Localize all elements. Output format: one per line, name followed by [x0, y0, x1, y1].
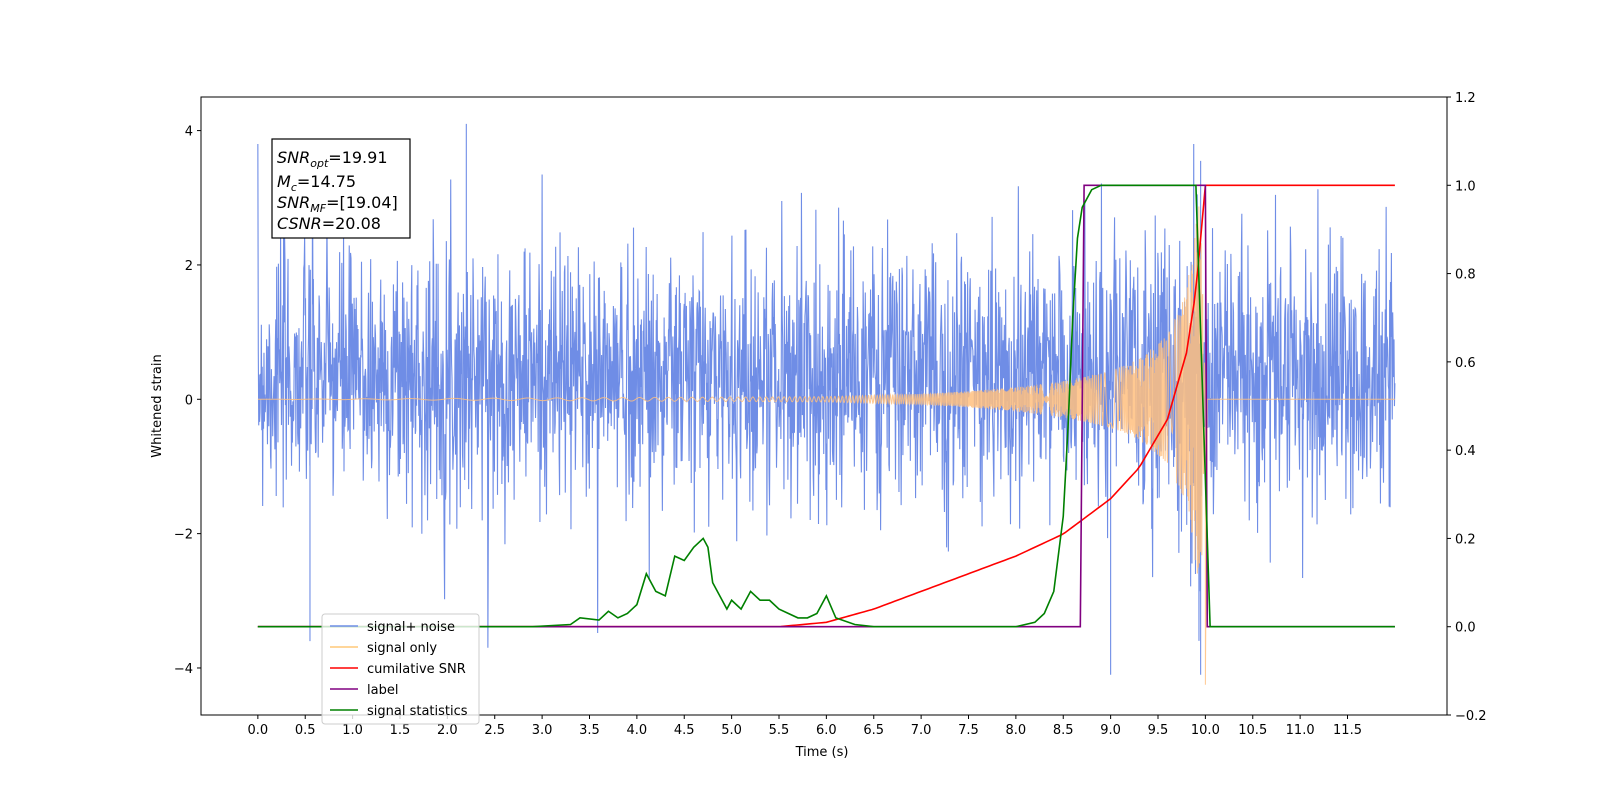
x-axis-label: Time (s) [795, 745, 849, 760]
x-tick-label: 5.0 [721, 723, 742, 738]
x-tick-label: 7.0 [911, 723, 932, 738]
y-axis-left: −4 −2 0 2 4 [174, 125, 201, 677]
annotation-csnr: CSNR=20.08 [277, 214, 381, 233]
x-tick-label: 4.0 [627, 723, 648, 738]
legend-label: signal only [367, 641, 437, 656]
y2-tick-label: 0.4 [1455, 444, 1476, 459]
axes-frame [200, 96, 1448, 716]
y2-tick-label: 0.0 [1455, 621, 1476, 636]
y2-tick-label: 0.2 [1455, 532, 1476, 547]
y-tick-label: 4 [185, 125, 193, 140]
y2-tick-label: 0.6 [1455, 356, 1476, 371]
y-axis-right: −0.2 0.0 0.2 0.4 0.6 0.8 1.0 1.2 [1447, 91, 1487, 724]
series-signal-only-line [257, 206, 1395, 685]
legend-label: signal statistics [367, 704, 468, 719]
x-tick-label: 9.0 [1100, 723, 1121, 738]
legend-label: label [367, 683, 398, 698]
y-tick-label: 2 [185, 259, 193, 274]
x-tick-label: 10.5 [1238, 723, 1267, 738]
x-tick-label: 1.5 [390, 723, 411, 738]
legend: signal+ noise signal only cumilative SNR la… [321, 613, 480, 725]
x-tick-label: 8.0 [1006, 723, 1027, 738]
x-tick-label: 4.5 [674, 723, 695, 738]
x-tick-label: 6.0 [816, 723, 837, 738]
annotation-box: SNRopt=19.91 Mc=14.75 SNRMF=[19.04] CSNR… [271, 138, 411, 239]
series-signal-statistics-line [257, 184, 1395, 628]
x-axis: 0.0 0.5 1.0 1.5 2.0 2.5 3.0 3.5 4.0 4.5 5.0 5.5 6.0 6… [248, 715, 1362, 738]
legend-label: signal+ noise [367, 620, 455, 635]
y2-tick-label: −0.2 [1455, 709, 1487, 724]
y-tick-label: 0 [185, 393, 193, 408]
annotation-snr-opt: SNRopt=19.91 [277, 148, 388, 170]
annotation-chirp-mass: Mc=14.75 [277, 172, 356, 194]
y2-tick-label: 1.2 [1455, 91, 1476, 106]
y-axis-label: Whitened strain [150, 354, 165, 457]
x-tick-label: 0.0 [248, 723, 269, 738]
x-tick-label: 0.5 [295, 723, 316, 738]
x-tick-label: 2.5 [484, 723, 505, 738]
y2-tick-label: 0.8 [1455, 268, 1476, 283]
y-tick-label: −4 [174, 662, 193, 677]
y-tick-label: −2 [174, 528, 193, 543]
legend-label: cumilative SNR [367, 662, 466, 677]
x-tick-label: 3.0 [532, 723, 553, 738]
y2-tick-label: 1.0 [1455, 179, 1476, 194]
x-tick-label: 8.5 [1053, 723, 1074, 738]
x-tick-label: 6.5 [863, 723, 884, 738]
plot-area [257, 123, 1396, 685]
x-tick-label: 3.5 [579, 723, 600, 738]
x-tick-label: 11.5 [1333, 723, 1362, 738]
x-tick-label: 5.5 [769, 723, 790, 738]
x-tick-label: 1.0 [342, 723, 363, 738]
x-tick-label: 2.0 [437, 723, 458, 738]
x-tick-label: 9.5 [1148, 723, 1169, 738]
x-tick-label: 10.0 [1191, 723, 1220, 738]
x-tick-label: 11.0 [1286, 723, 1315, 738]
annotation-snr-mf: SNRMF=[19.04] [277, 193, 398, 215]
series-signal-noise-line [257, 123, 1396, 675]
x-tick-label: 7.5 [958, 723, 979, 738]
